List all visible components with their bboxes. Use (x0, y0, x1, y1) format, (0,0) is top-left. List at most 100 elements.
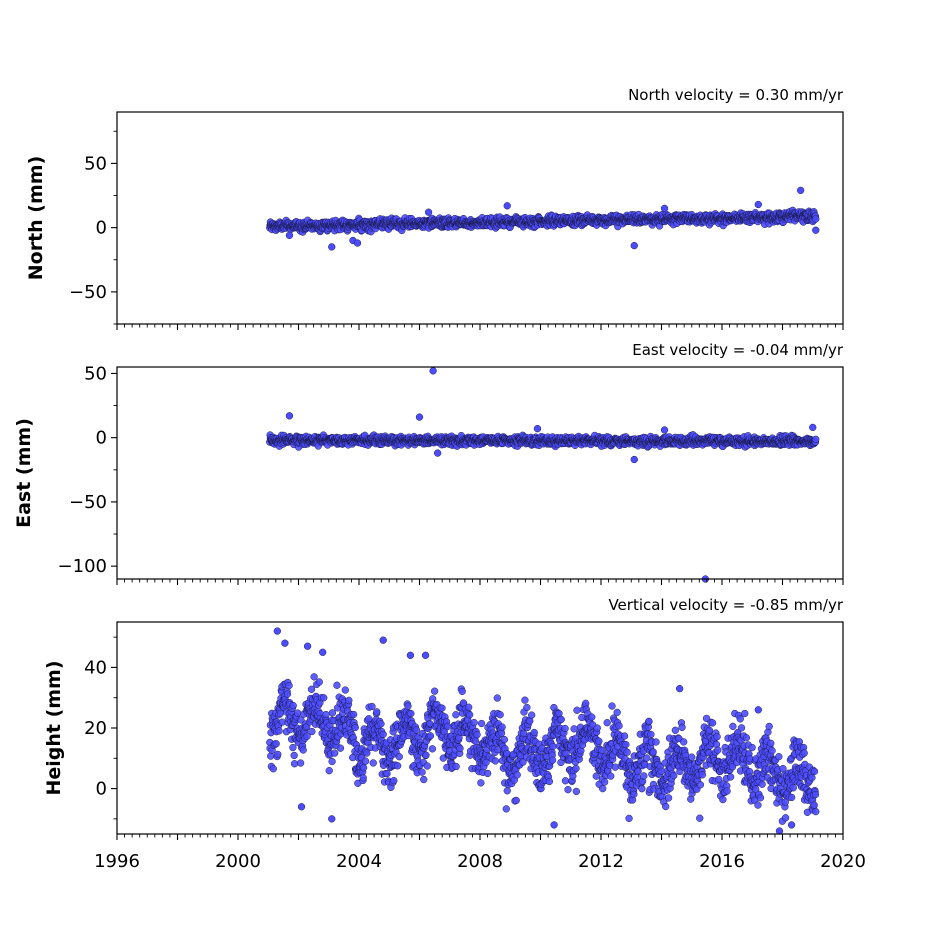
height-point (418, 768, 426, 776)
height-point (649, 748, 657, 756)
height-point (452, 711, 460, 719)
height-point (593, 724, 601, 732)
height-point (404, 702, 412, 710)
height-point (466, 711, 474, 719)
height-point (512, 796, 520, 805)
height-point (592, 772, 600, 780)
height-point (643, 754, 651, 762)
north-outlier-point (353, 239, 362, 247)
height-point (422, 751, 430, 759)
height-point (283, 690, 292, 698)
height-point (333, 681, 341, 689)
east-axes-frame (116, 366, 844, 580)
height-point (530, 728, 538, 737)
height-point (548, 756, 557, 764)
height-point (349, 710, 358, 719)
height-point (274, 750, 282, 758)
height-point (500, 735, 509, 744)
height-point (303, 732, 311, 740)
height-point (696, 814, 704, 822)
height-point (394, 762, 402, 770)
height-point (470, 718, 478, 727)
height-point (390, 777, 398, 785)
height-point (369, 759, 377, 767)
height-point (545, 777, 554, 786)
east-title: East velocity = -0.04 mm/yr (632, 341, 844, 359)
height-point (523, 703, 531, 712)
height-point (331, 749, 339, 757)
height-point (299, 746, 307, 754)
height-point (678, 723, 686, 732)
height-point (336, 744, 345, 752)
north-y-tick-label: −50 (69, 282, 107, 303)
height-point (622, 740, 630, 749)
height-point (482, 758, 490, 767)
height-point (412, 726, 420, 734)
height-point (595, 737, 603, 745)
height-point (670, 771, 678, 780)
height-point (325, 767, 333, 775)
height-point (368, 702, 376, 711)
height-point (615, 722, 623, 730)
height-point (573, 706, 581, 714)
north-outlier-point (285, 231, 294, 240)
north-y-tick-label: 0 (96, 218, 107, 239)
height-point (465, 703, 473, 711)
height-point (377, 720, 385, 728)
height-point (620, 732, 629, 740)
east-outlier-point (630, 455, 638, 464)
north-outlier-point (660, 204, 669, 213)
height-point (572, 787, 580, 796)
height-point (652, 738, 660, 746)
height-point (289, 743, 297, 752)
east-x-ticks (116, 579, 844, 585)
east-outlier-point (809, 423, 817, 432)
height-point (328, 709, 337, 717)
height-point (345, 696, 353, 705)
height-point (496, 711, 504, 719)
height-point (438, 704, 446, 712)
height-point (477, 719, 486, 728)
height-point (322, 710, 330, 719)
height-point (308, 727, 316, 736)
height-point (570, 725, 578, 733)
north-points (266, 186, 820, 251)
height-point (285, 681, 293, 690)
height-point (493, 694, 501, 702)
height-point (588, 713, 596, 721)
height-point (598, 746, 606, 755)
height-point (359, 764, 368, 772)
north-y-axis-label: North (mm) (25, 156, 47, 281)
east-points (266, 367, 820, 583)
height-point (315, 678, 323, 686)
height-point (603, 719, 611, 727)
north-outlier-point (630, 241, 638, 250)
height-point (572, 764, 580, 773)
height-point (600, 778, 609, 786)
height-point (320, 694, 328, 702)
east-y-axis-label: East (mm) (13, 418, 35, 528)
height-point (625, 814, 633, 823)
north-point (812, 215, 820, 223)
height-point (290, 760, 299, 768)
height-point (498, 723, 506, 731)
height-point (473, 731, 481, 739)
north-outlier-point (503, 202, 511, 210)
height-point (307, 685, 316, 693)
north-title: North velocity = 0.30 mm/yr (628, 86, 844, 104)
height-point (426, 719, 434, 728)
east-y-tick-label: −50 (69, 492, 107, 513)
height-point (645, 717, 653, 725)
north-outlier-point (424, 208, 433, 216)
north-y-tick-label: 50 (84, 153, 107, 174)
east-outlier-point (415, 413, 424, 421)
height-point (289, 701, 297, 710)
height-point (444, 722, 452, 731)
height-point (361, 757, 370, 765)
height-point (599, 784, 607, 793)
height-point (426, 732, 435, 740)
east-y-tick-label: 0 (96, 428, 107, 449)
